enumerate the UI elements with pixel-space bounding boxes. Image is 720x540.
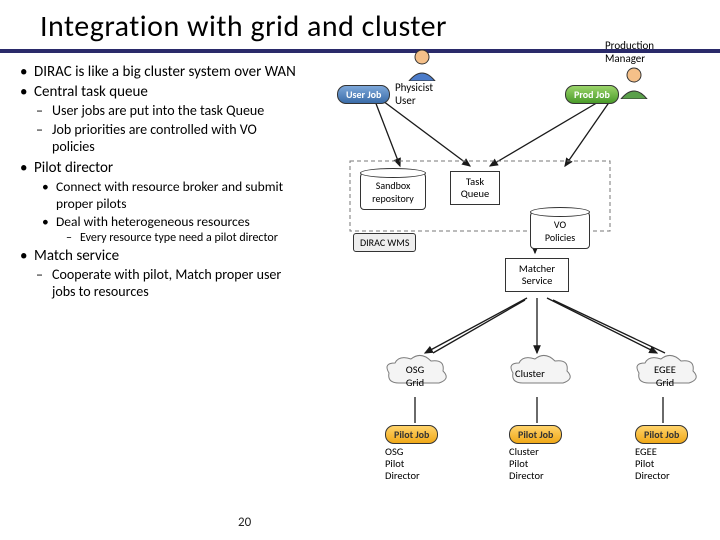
diagram-area: Physicist User User Job Production Manag… [305, 53, 720, 523]
matcher-service-box: Matcher Service [505, 258, 569, 292]
bullet-l3: Connect with resource broker and submit … [40, 179, 297, 211]
bullet-text: Central task queue [34, 83, 148, 101]
content-area: DIRAC is like a big cluster system over … [0, 53, 720, 523]
physicist-user-icon [405, 47, 439, 81]
bullet-l1: Central task queue User jobs are put int… [16, 83, 297, 155]
pilot-job-badge: Pilot Job [635, 425, 688, 444]
production-manager-icon [617, 65, 651, 99]
egee-pilot-director-label: EGEE Pilot Director [635, 446, 670, 482]
production-manager-label: Production Manager [605, 39, 654, 65]
bullet-text: Deal with heterogeneous resources [56, 213, 250, 230]
sandbox-repository-db: Sandbox repository [360, 171, 426, 210]
bullet-l3: Deal with heterogeneous resources Every … [40, 214, 297, 246]
bullet-column: DIRAC is like a big cluster system over … [0, 53, 305, 523]
cluster-pilot-director-label: Cluster Pilot Director [509, 446, 544, 482]
bullet-l2: Job priorities are controlled with VO po… [34, 122, 297, 156]
bullet-l1: DIRAC is like a big cluster system over … [16, 63, 297, 81]
bullet-l1: Match service Cooperate with pilot, Matc… [16, 247, 297, 301]
prod-job-badge: Prod Job [565, 85, 619, 104]
pilot-job-badge: Pilot Job [509, 425, 562, 444]
physicist-user-label: Physicist User [395, 81, 433, 107]
vo-policies-db: VO Policies [530, 210, 590, 249]
egee-grid-label: EGEE Grid [640, 363, 690, 389]
dirac-wms-label: DIRAC WMS [353, 233, 416, 252]
task-queue-box: Task Queue [450, 171, 500, 205]
bullet-l2: Cooperate with pilot, Match proper user … [34, 267, 297, 301]
bullet-l4: Every resource type need a pilot directo… [64, 231, 297, 245]
user-job-badge: User Job [337, 85, 390, 104]
bullet-l2: User jobs are put into the task Queue [34, 103, 297, 120]
bullet-text: Pilot director [34, 159, 113, 177]
osg-pilot-director-label: OSG Pilot Director [385, 446, 420, 482]
page-number: 20 [238, 515, 251, 530]
bullet-l1: Pilot director Connect with resource bro… [16, 159, 297, 245]
pilot-job-badge: Pilot Job [385, 425, 438, 444]
cluster-label: Cluster [515, 367, 545, 380]
bullet-text: Match service [34, 247, 119, 265]
osg-grid-label: OSG Grid [385, 363, 445, 389]
